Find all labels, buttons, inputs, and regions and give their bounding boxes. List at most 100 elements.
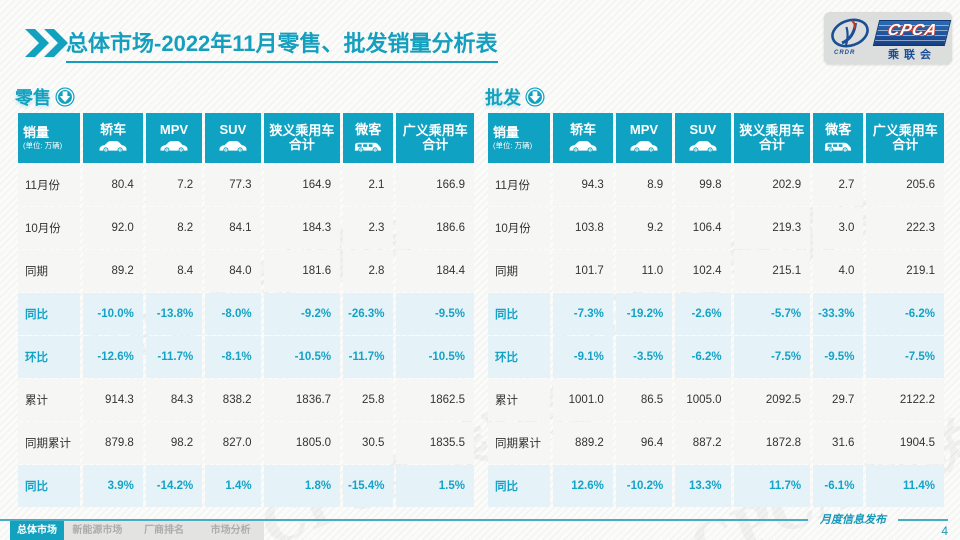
- row-label-cell: 环比: [488, 336, 551, 378]
- value-cell: 184.3: [263, 207, 341, 249]
- value-cell: 222.3: [866, 207, 944, 249]
- value-cell: 2.3: [343, 207, 394, 249]
- retail-table-section: 零售 销量 (单位: 万辆) 轿车 MPV SUV 狭义乘用车 合计 微客 广义乘用车 合计 11月…: [15, 84, 477, 508]
- down-arrow-circle-icon: [55, 87, 75, 107]
- footer-line-right: [898, 519, 948, 521]
- value-cell: 1.8%: [263, 465, 341, 507]
- value-cell: 205.6: [866, 164, 944, 206]
- cpca-logo: CRDR CPCA 乘联会: [824, 12, 952, 64]
- value-cell: 2122.2: [866, 379, 944, 421]
- table-row: 同期 89.2 8.4 84.0 181.6 2.8 184.4: [18, 250, 474, 292]
- column-label-line2: 合计: [758, 137, 785, 152]
- value-cell: 215.1: [733, 250, 811, 292]
- page-title-rest: -2022年11月零售、批发销量分析表: [154, 31, 498, 56]
- value-cell: 80.4: [83, 164, 143, 206]
- value-cell: 86.5: [615, 379, 673, 421]
- tab-overall-market[interactable]: 总体市场: [10, 521, 64, 540]
- value-cell: 77.3: [205, 164, 261, 206]
- table-row: 11月份 94.3 8.9 99.8 202.9 2.7 205.6: [488, 164, 944, 206]
- tab-oem-ranking[interactable]: 厂商排名: [144, 525, 184, 536]
- column-label: 微客: [825, 121, 852, 137]
- value-cell: -10.2%: [615, 465, 673, 507]
- row-label-cell: 同期: [488, 250, 551, 292]
- value-cell: 219.3: [733, 207, 811, 249]
- value-cell: 7.2: [145, 164, 203, 206]
- value-cell: 12.6%: [553, 465, 613, 507]
- column-label-line2: 合计: [288, 137, 315, 152]
- value-cell: 102.4: [675, 250, 731, 292]
- tab-nev-market[interactable]: 新能源市场: [72, 525, 123, 536]
- value-cell: 1.5%: [396, 465, 474, 507]
- unit-subtitle: (单位: 万辆): [493, 141, 533, 151]
- value-cell: 2.7: [813, 164, 864, 206]
- column-header-cell: MPV: [615, 113, 673, 163]
- value-cell: 186.6: [396, 207, 474, 249]
- value-cell: 3.9%: [83, 465, 143, 507]
- car-icon: [99, 141, 127, 153]
- value-cell: -9.5%: [396, 293, 474, 335]
- value-cell: 89.2: [83, 250, 143, 292]
- unit-header-cell: 销量 (单位: 万辆): [18, 113, 81, 163]
- value-cell: 2092.5: [733, 379, 811, 421]
- wholesale-table: 销量 (单位: 万辆) 轿车 MPV SUV 狭义乘用车 合计 微客 广义乘用车 合计 11月份 94…: [485, 112, 947, 508]
- row-label-cell: 累计: [488, 379, 551, 421]
- value-cell: 92.0: [83, 207, 143, 249]
- value-cell: 1805.0: [263, 422, 341, 464]
- wholesale-table-header: 批发: [485, 84, 947, 110]
- value-cell: -15.4%: [343, 465, 394, 507]
- value-cell: 29.7: [813, 379, 864, 421]
- value-cell: 101.7: [553, 250, 613, 292]
- column-header-cell: 广义乘用车 合计: [866, 113, 944, 163]
- page-title: 总体市场-2022年11月零售、批发销量分析表: [66, 26, 498, 63]
- unit-title: 销量: [23, 124, 50, 140]
- table-row: 累计 1001.0 86.5 1005.0 2092.5 29.7 2122.2: [488, 379, 944, 421]
- value-cell: 1835.5: [396, 422, 474, 464]
- unit-header-cell: 销量 (单位: 万辆): [488, 113, 551, 163]
- car-icon: [630, 141, 658, 153]
- value-cell: 181.6: [263, 250, 341, 292]
- cpca-subtitle: 乘联会: [888, 49, 936, 61]
- value-cell: 202.9: [733, 164, 811, 206]
- footer-tabs: 总体市场 新能源市场 厂商排名 市场分析: [0, 521, 960, 540]
- value-cell: 25.8: [343, 379, 394, 421]
- value-cell: -11.7%: [145, 336, 203, 378]
- row-label-cell: 11月份: [488, 164, 551, 206]
- tab-market-analysis[interactable]: 市场分析: [210, 525, 251, 536]
- value-cell: 99.8: [675, 164, 731, 206]
- value-cell: 2.1: [343, 164, 394, 206]
- value-cell: 887.2: [675, 422, 731, 464]
- down-arrow-circle-icon: [525, 87, 545, 107]
- table-row: 10月份 92.0 8.2 84.1 184.3 2.3 186.6: [18, 207, 474, 249]
- table-row: 同期累计 879.8 98.2 827.0 1805.0 30.5 1835.5: [18, 422, 474, 464]
- column-label: 轿车: [570, 121, 597, 137]
- value-cell: -11.7%: [343, 336, 394, 378]
- value-cell: 1.4%: [205, 465, 261, 507]
- column-header-cell: SUV: [675, 113, 731, 163]
- row-label-cell: 同期: [18, 250, 81, 292]
- column-label-line2: 合计: [422, 137, 449, 152]
- value-cell: 11.7%: [733, 465, 811, 507]
- row-label-cell: 同期累计: [488, 422, 551, 464]
- row-label-cell: 同期累计: [18, 422, 81, 464]
- page-title-section: 总体市场: [66, 31, 155, 56]
- table-header-row: 销量 (单位: 万辆) 轿车 MPV SUV 狭义乘用车 合计 微客 广义乘用车 合计: [18, 113, 474, 163]
- table-row: 10月份 103.8 9.2 106.4 219.3 3.0 222.3: [488, 207, 944, 249]
- car-icon: [569, 141, 597, 153]
- value-cell: 219.1: [866, 250, 944, 292]
- table-header-row: 销量 (单位: 万辆) 轿车 MPV SUV 狭义乘用车 合计 微客 广义乘用车 合计: [488, 113, 944, 163]
- value-cell: 1001.0: [553, 379, 613, 421]
- van-icon: [825, 142, 852, 153]
- value-cell: 8.4: [145, 250, 203, 292]
- value-cell: 1904.5: [866, 422, 944, 464]
- value-cell: -10.0%: [83, 293, 143, 335]
- footer-line-left: [0, 519, 808, 521]
- row-label-cell: 10月份: [18, 207, 81, 249]
- car-icon: [219, 141, 247, 153]
- value-cell: 166.9: [396, 164, 474, 206]
- value-cell: 827.0: [205, 422, 261, 464]
- publish-label: 月度信息发布: [820, 513, 886, 526]
- column-label: SUV: [219, 121, 247, 137]
- value-cell: -8.0%: [205, 293, 261, 335]
- value-cell: -9.1%: [553, 336, 613, 378]
- value-cell: -10.5%: [263, 336, 341, 378]
